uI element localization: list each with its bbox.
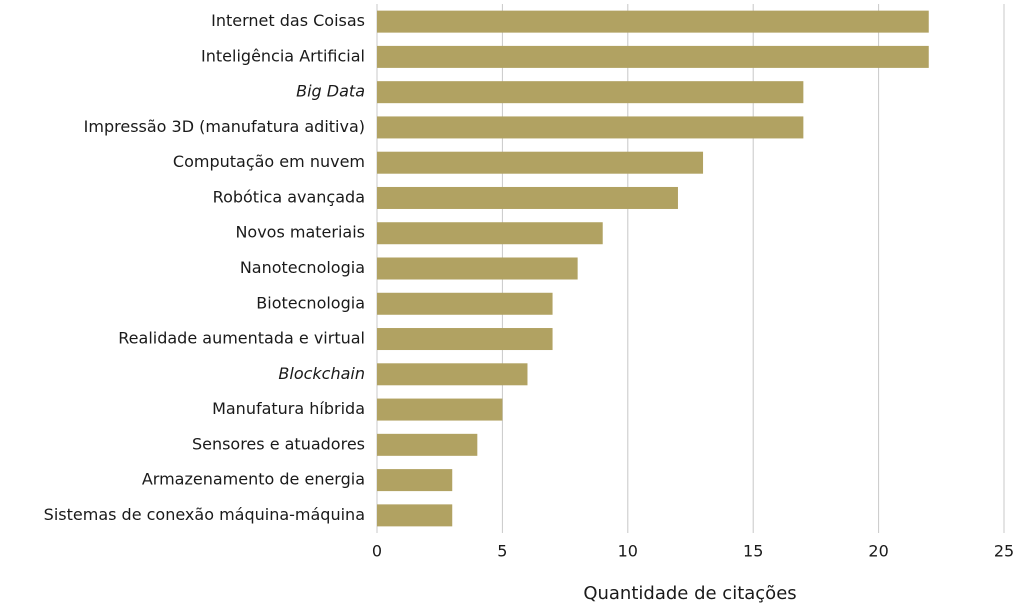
bar: [377, 10, 929, 33]
bar: [377, 186, 678, 209]
y-tick-label: Big Data: [296, 82, 365, 101]
bar: [377, 292, 553, 315]
bar: [377, 433, 478, 456]
y-tick-label: Biotecnologia: [256, 293, 365, 312]
y-tick-label: Sistemas de conexão máquina-máquina: [44, 505, 365, 524]
x-tick-label: 10: [618, 542, 638, 561]
y-tick-label: Nanotecnologia: [240, 258, 365, 277]
bar: [377, 222, 603, 245]
bar: [377, 328, 553, 351]
y-tick-label: Armazenamento de energia: [142, 470, 365, 489]
bar: [377, 363, 528, 386]
x-tick-label: 5: [497, 542, 507, 561]
x-tick-label: 20: [868, 542, 888, 561]
bar: [377, 469, 453, 492]
x-axis-label: Quantidade de citações: [583, 583, 796, 604]
y-tick-label: Computação em nuvem: [173, 152, 365, 171]
x-tick-label: 25: [994, 542, 1014, 561]
y-tick-label: Novos materiais: [235, 223, 365, 242]
y-tick-label: Inteligência Artificial: [201, 46, 365, 65]
y-tick-label: Manufatura híbrida: [212, 399, 365, 418]
y-tick-label: Realidade aumentada e virtual: [118, 329, 365, 348]
y-tick-label: Sensores e atuadores: [192, 434, 365, 453]
y-tick-label: Robótica avançada: [213, 187, 365, 206]
y-tick-label: Internet das Coisas: [211, 11, 365, 30]
bar: [377, 151, 704, 174]
y-tick-label: Impressão 3D (manufatura aditiva): [84, 117, 365, 136]
x-tick-label: 15: [743, 542, 763, 561]
bar: [377, 504, 453, 527]
bar: [377, 116, 804, 139]
bar: [377, 45, 929, 68]
bar: [377, 257, 578, 280]
bar: [377, 81, 804, 104]
bar: [377, 398, 503, 421]
x-tick-label: 0: [372, 542, 382, 561]
y-tick-label: Blockchain: [278, 364, 365, 383]
